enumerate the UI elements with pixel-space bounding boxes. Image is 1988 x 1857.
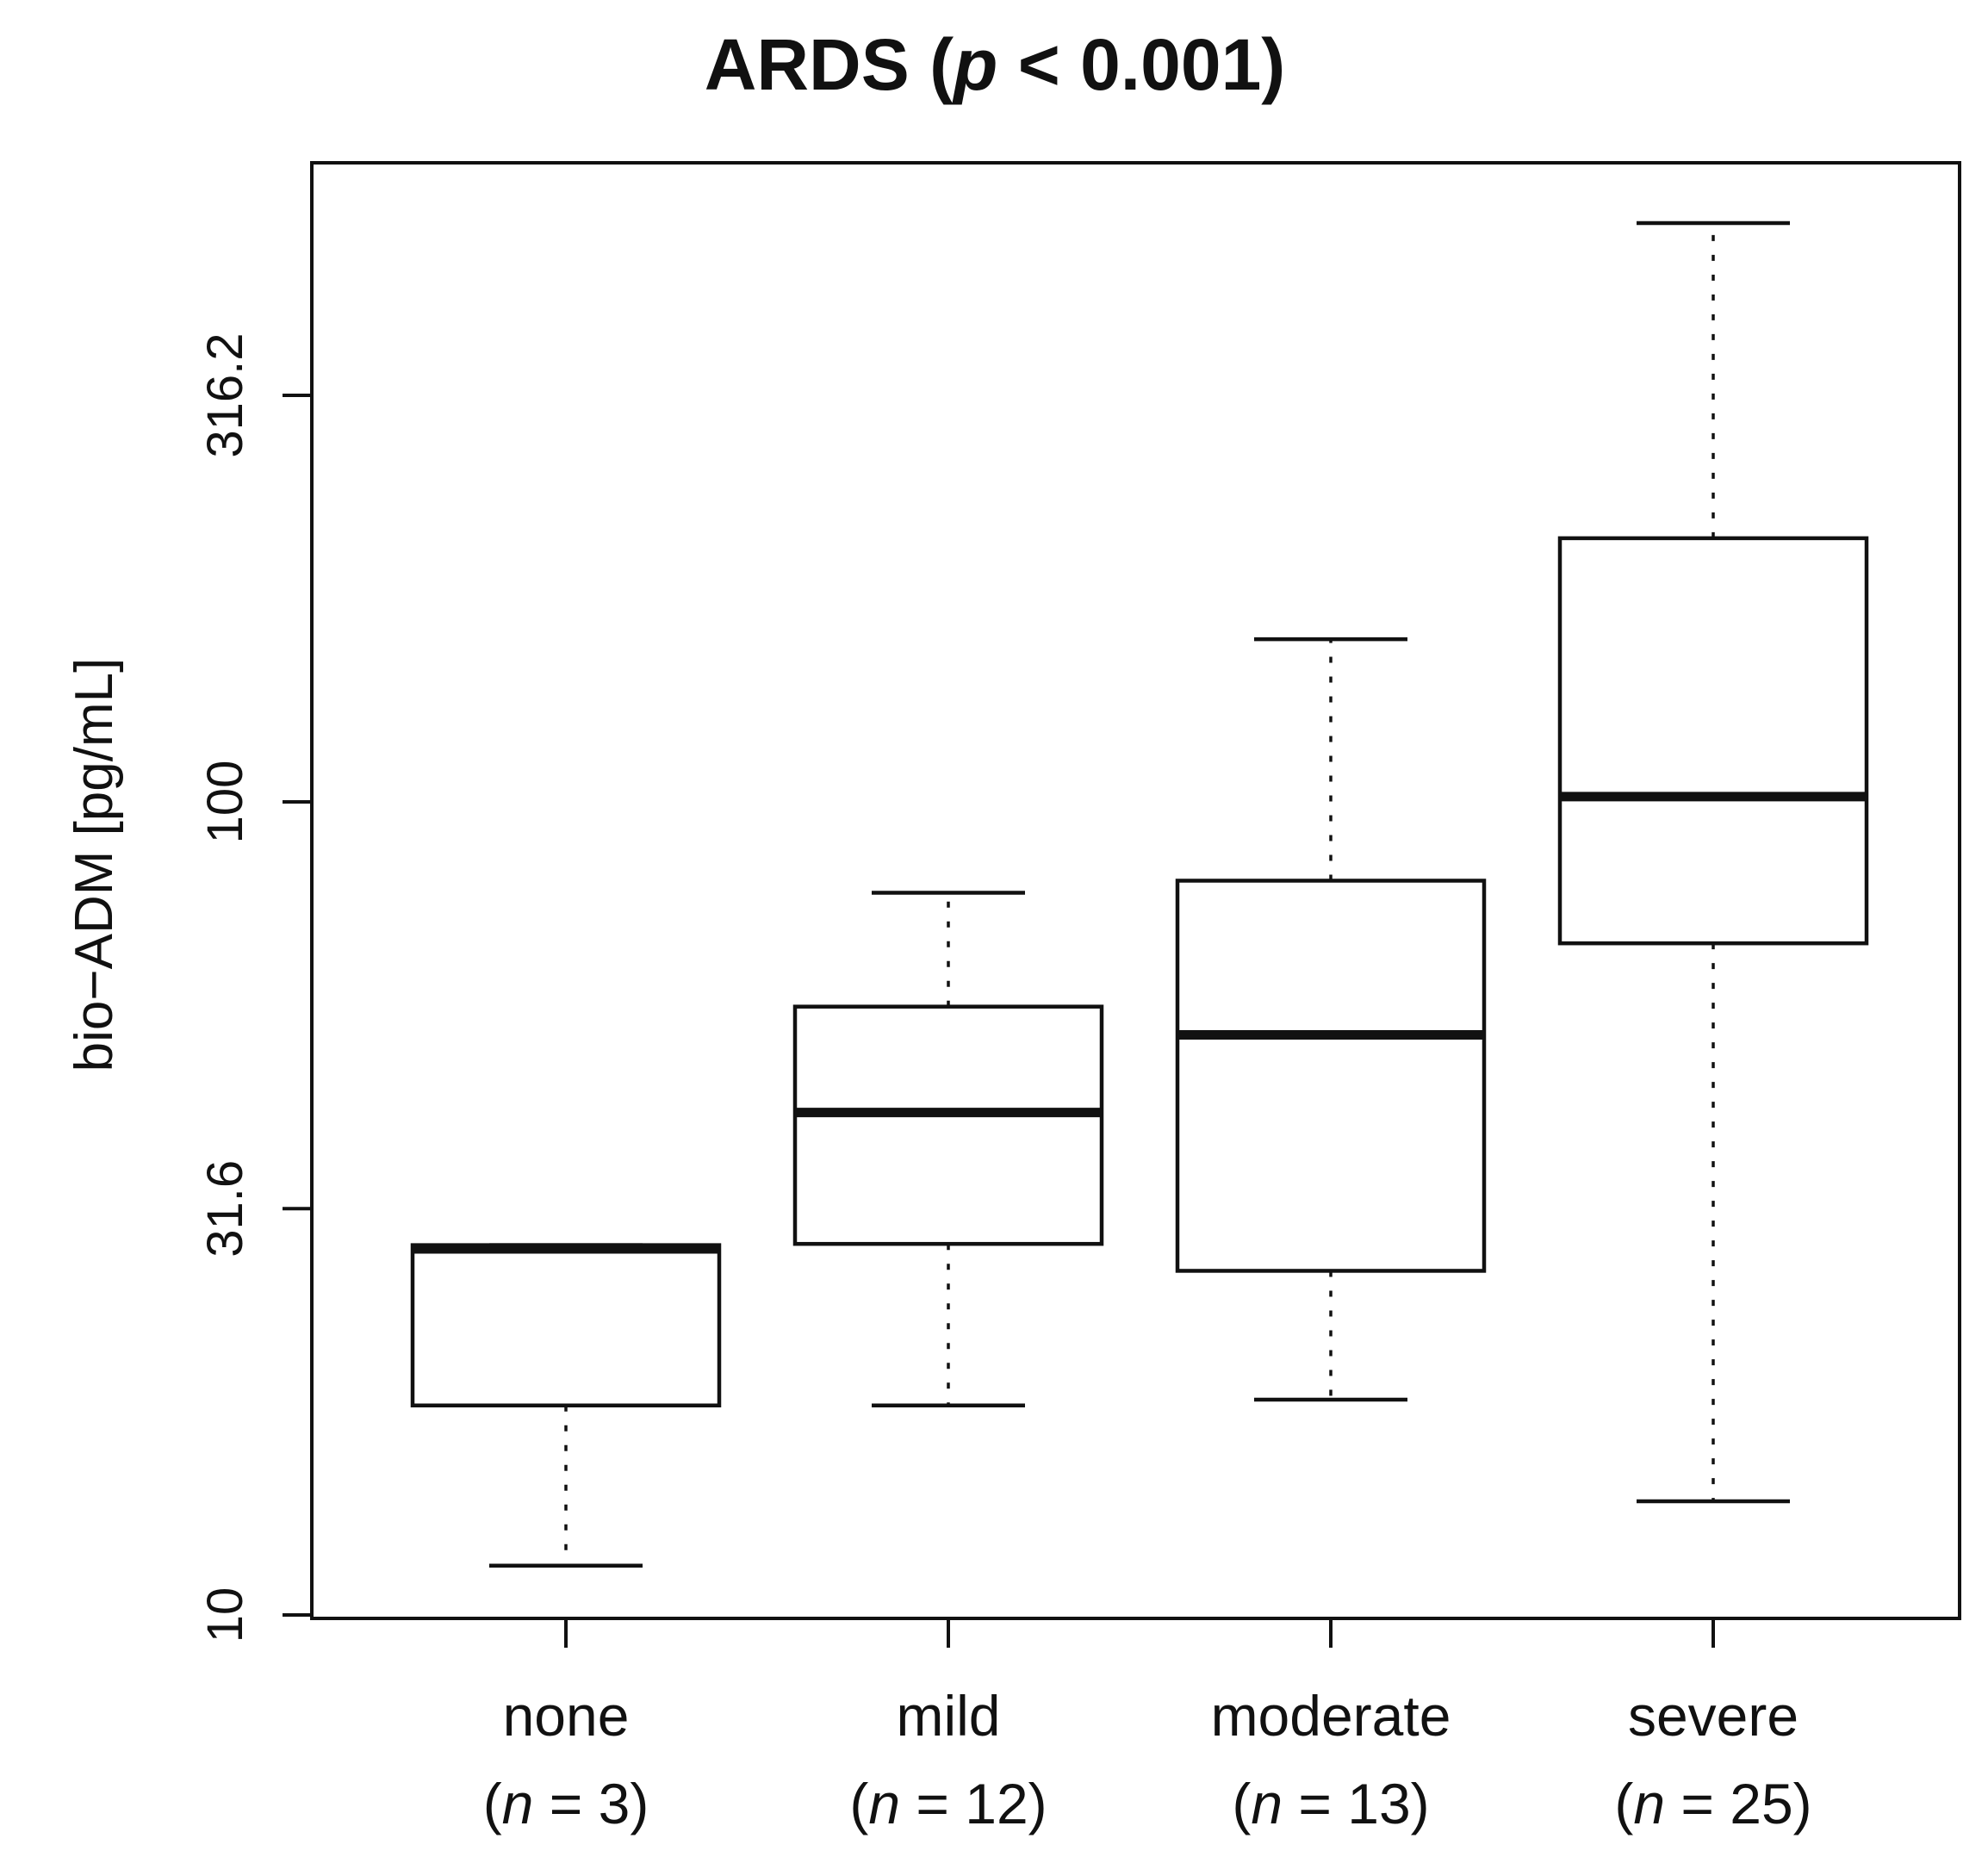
x-category-label: none <box>503 1684 630 1748</box>
iqr-box <box>792 1004 1104 1246</box>
x-category-count: (n = 13) <box>1232 1772 1429 1835</box>
count-prefix: ( <box>849 1772 868 1835</box>
box-severe <box>1557 220 1869 1504</box>
y-tick-label: 316.2 <box>197 332 253 457</box>
box-moderate <box>1175 637 1487 1402</box>
x-category-label: mild <box>896 1684 1000 1748</box>
count-prefix: ( <box>1614 1772 1633 1835</box>
count-prefix: ( <box>483 1772 502 1835</box>
x-axis: none(n = 3)mild(n = 12)moderate(n = 13)s… <box>483 1618 1812 1835</box>
chart-title: ARDS (p < 0.001) <box>705 24 1286 105</box>
y-tick-label: 100 <box>197 761 253 844</box>
title-p-symbol: p <box>952 24 997 105</box>
x-category-count: (n = 3) <box>483 1772 649 1835</box>
y-tick-label: 31.6 <box>197 1160 253 1258</box>
iqr-box <box>410 1243 722 1408</box>
box-group <box>410 220 1869 1568</box>
count-n-symbol: n <box>868 1772 900 1835</box>
title-suffix: < 0.001) <box>997 24 1285 105</box>
iqr-box <box>1175 879 1487 1273</box>
x-category-label: severe <box>1628 1684 1799 1748</box>
box-none <box>410 1243 722 1568</box>
iqr-box <box>1557 536 1869 946</box>
box-mild <box>792 891 1104 1408</box>
count-prefix: ( <box>1232 1772 1251 1835</box>
count-n-symbol: n <box>1633 1772 1665 1835</box>
y-tick-label: 10 <box>197 1587 253 1643</box>
count-suffix: = 13) <box>1283 1772 1430 1835</box>
count-suffix: = 12) <box>900 1772 1047 1835</box>
y-axis-label: bio−ADM [pg/mL] <box>65 658 124 1072</box>
count-n-symbol: n <box>502 1772 534 1835</box>
count-suffix: = 25) <box>1665 1772 1812 1835</box>
title-prefix: ARDS ( <box>705 24 954 105</box>
plot-frame <box>310 161 1961 1620</box>
x-category-count: (n = 12) <box>849 1772 1047 1835</box>
count-suffix: = 3) <box>533 1772 649 1835</box>
count-n-symbol: n <box>1251 1772 1283 1835</box>
y-axis: 10 31.6 100 316.2 <box>197 163 314 1643</box>
x-category-label: moderate <box>1211 1684 1451 1748</box>
x-category-count: (n = 25) <box>1614 1772 1811 1835</box>
